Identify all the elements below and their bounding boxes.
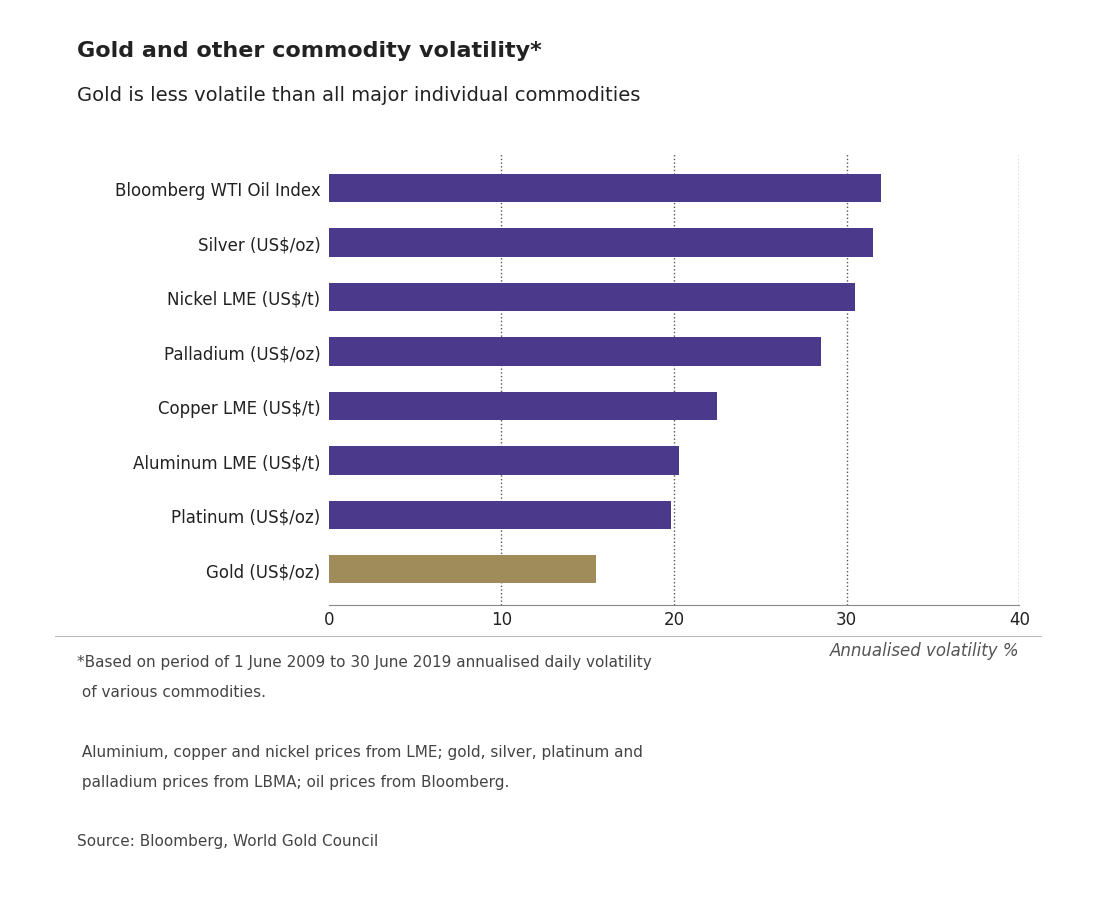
Bar	[329, 338, 821, 367]
Text: palladium prices from LBMA; oil prices from Bloomberg.: palladium prices from LBMA; oil prices f…	[77, 774, 510, 789]
Bar	[329, 501, 671, 529]
Text: of various commodities.: of various commodities.	[77, 684, 265, 700]
Text: Gold is less volatile than all major individual commodities: Gold is less volatile than all major ind…	[77, 86, 640, 105]
Bar	[329, 229, 872, 257]
Bar	[329, 174, 881, 203]
Text: Annualised volatility %: Annualised volatility %	[830, 641, 1019, 659]
Text: Gold and other commodity volatility*: Gold and other commodity volatility*	[77, 41, 541, 61]
Bar	[329, 284, 855, 312]
Bar	[329, 447, 680, 475]
Bar	[329, 392, 717, 421]
Text: Aluminium, copper and nickel prices from LME; gold, silver, platinum and: Aluminium, copper and nickel prices from…	[77, 744, 642, 759]
Bar	[329, 555, 596, 584]
Text: Source: Bloomberg, World Gold Council: Source: Bloomberg, World Gold Council	[77, 833, 378, 849]
Text: *Based on period of 1 June 2009 to 30 June 2019 annualised daily volatility: *Based on period of 1 June 2009 to 30 Ju…	[77, 655, 651, 670]
